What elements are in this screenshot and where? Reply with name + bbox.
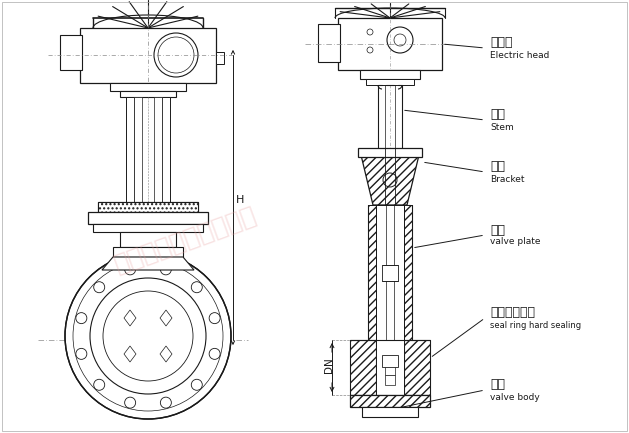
- Text: valve body: valve body: [490, 392, 540, 401]
- Text: DN: DN: [324, 357, 334, 373]
- Text: 上海朝泉阀门有限公司: 上海朝泉阀门有限公司: [111, 203, 260, 277]
- Polygon shape: [102, 257, 194, 270]
- Text: 支架: 支架: [490, 161, 505, 174]
- Bar: [376, 205, 404, 340]
- Bar: [112, 202, 117, 212]
- Bar: [120, 91, 176, 97]
- Circle shape: [160, 397, 171, 408]
- Text: 密封圈硬密封: 密封圈硬密封: [490, 307, 535, 320]
- Bar: [126, 97, 134, 202]
- Bar: [60, 35, 82, 70]
- Bar: [113, 247, 183, 257]
- Bar: [154, 97, 162, 202]
- Bar: [358, 148, 422, 157]
- Bar: [368, 205, 376, 340]
- Text: Stem: Stem: [490, 123, 514, 132]
- Bar: [152, 202, 157, 212]
- Circle shape: [191, 379, 203, 390]
- Bar: [88, 212, 208, 224]
- Circle shape: [65, 253, 231, 419]
- Bar: [162, 202, 167, 212]
- Bar: [404, 205, 412, 340]
- Bar: [172, 202, 177, 212]
- Bar: [385, 367, 395, 375]
- Text: 阀杆: 阀杆: [490, 109, 505, 122]
- Bar: [376, 340, 404, 395]
- Polygon shape: [124, 310, 136, 326]
- Bar: [362, 407, 418, 417]
- Circle shape: [191, 282, 203, 293]
- Bar: [385, 375, 395, 385]
- Circle shape: [76, 313, 87, 323]
- Bar: [366, 79, 414, 85]
- Polygon shape: [361, 155, 419, 205]
- Bar: [360, 70, 420, 79]
- Bar: [132, 202, 137, 212]
- Text: Bracket: Bracket: [490, 174, 525, 184]
- Polygon shape: [160, 310, 172, 326]
- Text: 电动头: 电动头: [490, 36, 513, 49]
- Circle shape: [94, 282, 104, 293]
- Bar: [338, 18, 442, 70]
- Circle shape: [125, 264, 136, 275]
- Bar: [216, 52, 224, 64]
- Bar: [102, 202, 107, 212]
- Bar: [404, 340, 430, 395]
- Circle shape: [94, 379, 104, 390]
- Bar: [134, 97, 142, 202]
- Bar: [122, 202, 127, 212]
- Text: 阀体: 阀体: [490, 378, 505, 391]
- Bar: [350, 340, 376, 395]
- Bar: [162, 97, 170, 202]
- Polygon shape: [160, 346, 172, 362]
- Bar: [370, 205, 410, 210]
- Circle shape: [209, 349, 220, 359]
- Bar: [93, 224, 203, 232]
- Bar: [142, 202, 147, 212]
- Bar: [98, 202, 198, 212]
- Bar: [382, 265, 398, 281]
- Bar: [318, 24, 340, 62]
- Bar: [182, 202, 187, 212]
- Circle shape: [76, 349, 87, 359]
- Bar: [120, 232, 176, 247]
- Circle shape: [209, 313, 220, 323]
- Text: seal ring hard sealing: seal ring hard sealing: [490, 320, 581, 330]
- Polygon shape: [124, 346, 136, 362]
- Text: 闸板: 闸板: [490, 223, 505, 236]
- Circle shape: [160, 264, 171, 275]
- Bar: [110, 83, 186, 91]
- Bar: [98, 202, 198, 212]
- Text: Electric head: Electric head: [490, 51, 549, 59]
- Bar: [382, 355, 398, 367]
- Bar: [350, 395, 430, 407]
- Bar: [80, 28, 216, 83]
- Text: H: H: [236, 195, 245, 205]
- Text: valve plate: valve plate: [490, 237, 540, 246]
- Circle shape: [125, 397, 136, 408]
